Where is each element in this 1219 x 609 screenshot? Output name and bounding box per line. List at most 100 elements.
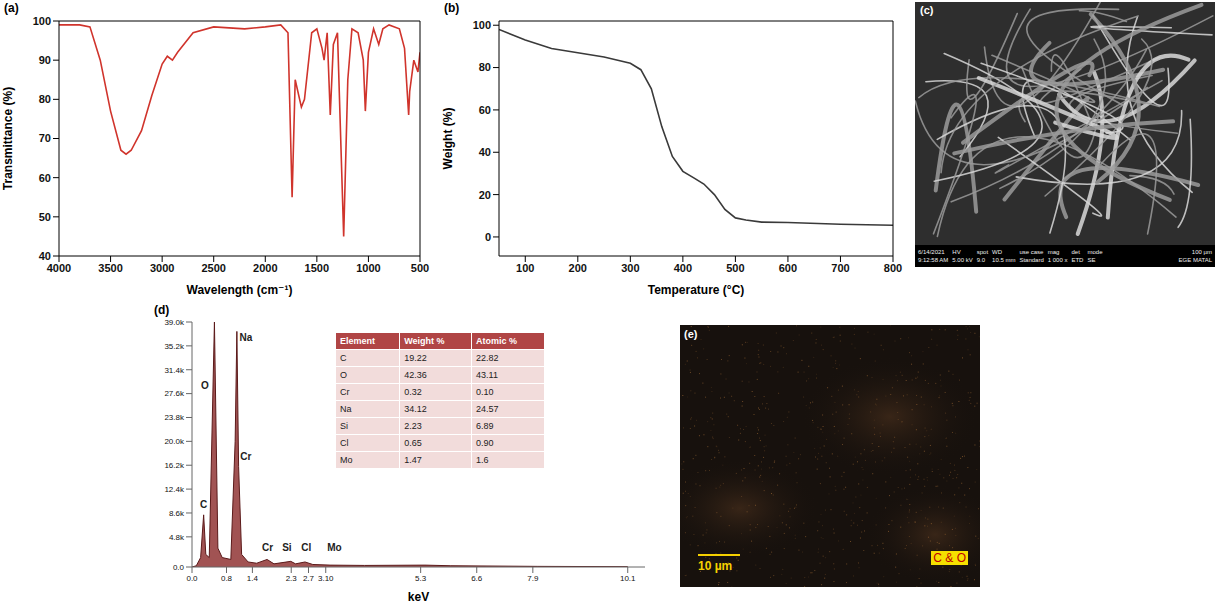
svg-text:3500: 3500 [98,262,122,274]
svg-text:500: 500 [411,262,429,274]
html-text:2.23: 2.23 [404,421,422,431]
html-text:9:12:58 AM: 9:12:58 AM [918,257,949,263]
svg-text:Mo: Mo [327,542,341,553]
html-text:Si: Si [340,421,348,431]
svg-text:35.2k: 35.2k [164,342,185,351]
svg-text:40: 40 [479,146,491,158]
svg-text:4.8k: 4.8k [169,533,185,542]
svg-text:31.4k: 31.4k [164,366,185,375]
svg-text:8.6k: 8.6k [169,509,185,518]
svg-text:100: 100 [473,19,491,31]
svg-text:6.6: 6.6 [471,574,483,583]
svg-text:Temperature (°C): Temperature (°C) [648,283,745,297]
html-text:Cl: Cl [340,438,349,448]
svg-text:Wavelength (cm⁻¹): Wavelength (cm⁻¹) [187,283,293,297]
svg-text:200: 200 [569,262,587,274]
html-text:(e): (e) [684,328,698,340]
svg-text:C: C [200,499,207,510]
html-text:6.89: 6.89 [476,421,494,431]
svg-text:0.0: 0.0 [173,563,185,572]
html-text:(d): (d) [154,303,170,317]
svg-text:3.10: 3.10 [318,574,334,583]
svg-text:20: 20 [479,189,491,201]
svg-text:Si: Si [282,542,292,553]
svg-text:Cl: Cl [301,542,311,553]
svg-text:5.3: 5.3 [415,574,427,583]
html-text:HV: HV [952,249,961,255]
svg-text:12.4k: 12.4k [164,485,185,494]
html-text:34.12: 34.12 [404,404,427,414]
html-text:24.57: 24.57 [476,404,499,414]
html-text:spot: spot [976,249,989,255]
svg-text:40: 40 [39,250,51,262]
svg-text:10.1: 10.1 [620,574,636,583]
svg-text:2.7: 2.7 [303,574,315,583]
html-text:Cr: Cr [340,387,350,397]
svg-text:4000: 4000 [47,262,71,274]
html-text:0.90: 0.90 [476,438,494,448]
html-text:Atomic %: Atomic % [476,336,518,346]
svg-text:1.4: 1.4 [247,574,259,583]
svg-text:80: 80 [479,61,491,73]
svg-text:60: 60 [39,172,51,184]
svg-text:Weight (%): Weight (%) [441,108,455,170]
html-text:1.6: 1.6 [476,455,489,465]
svg-text:90: 90 [39,54,51,66]
svg-text:300: 300 [621,262,639,274]
html-text:1.47: 1.47 [404,455,422,465]
html-text:19.22: 19.22 [404,353,427,363]
svg-text:27.6k: 27.6k [164,389,185,398]
html-text:9.0: 9.0 [976,257,986,263]
svg-text:39.0k: 39.0k [164,318,185,327]
svg-text:1000: 1000 [356,262,380,274]
svg-text:23.8k: 23.8k [164,413,185,422]
svg-text:keV: keV [408,590,429,604]
svg-text:700: 700 [831,262,849,274]
svg-text:3000: 3000 [150,262,174,274]
svg-text:0.8: 0.8 [221,574,233,583]
html-text:C & O: C & O [933,551,966,565]
svg-text:7.9: 7.9 [527,574,539,583]
svg-text:100: 100 [33,15,51,27]
html-text:22.82: 22.82 [476,353,499,363]
html-text:0.65: 0.65 [404,438,422,448]
svg-text:O: O [201,380,209,391]
html-text:Weight %: Weight % [404,336,445,346]
svg-text:2.3: 2.3 [286,574,298,583]
svg-text:2500: 2500 [201,262,225,274]
svg-text:400: 400 [674,262,692,274]
html-text:10 µm: 10 µm [698,559,733,573]
html-text:(b): (b) [444,1,460,15]
svg-text:50: 50 [39,211,51,223]
svg-text:0: 0 [485,231,491,243]
svg-text:Cr: Cr [262,542,273,553]
svg-text:500: 500 [726,262,744,274]
svg-text:Cr: Cr [240,451,251,462]
svg-text:Na: Na [240,332,253,343]
svg-text:2000: 2000 [253,262,277,274]
svg-text:16.2k: 16.2k [164,461,185,470]
svg-text:20.0k: 20.0k [164,437,185,446]
html-text:Mo: Mo [340,455,353,465]
html-text:0.32: 0.32 [404,387,422,397]
html-text:Na: Na [340,404,352,414]
svg-text:0.0: 0.0 [186,574,198,583]
svg-text:80: 80 [39,93,51,105]
html-text:C: C [340,353,347,363]
svg-text:100: 100 [516,262,534,274]
html-text:(a): (a) [4,1,19,15]
html-text:42.36: 42.36 [404,370,427,380]
html-text:5.00 kV: 5.00 kV [952,257,973,263]
svg-text:1500: 1500 [305,262,329,274]
svg-text:Transmittance (%): Transmittance (%) [1,87,15,190]
html-text:Element: Element [340,336,375,346]
svg-text:600: 600 [779,262,797,274]
html-text:0.10: 0.10 [476,387,494,397]
svg-text:60: 60 [479,104,491,116]
html-text:(c): (c) [920,4,934,16]
html-text:43.11: 43.11 [476,370,498,380]
svg-text:800: 800 [884,262,902,274]
html-text:6/14/2021: 6/14/2021 [918,249,945,255]
svg-text:70: 70 [39,132,51,144]
html-text:O: O [340,370,347,380]
